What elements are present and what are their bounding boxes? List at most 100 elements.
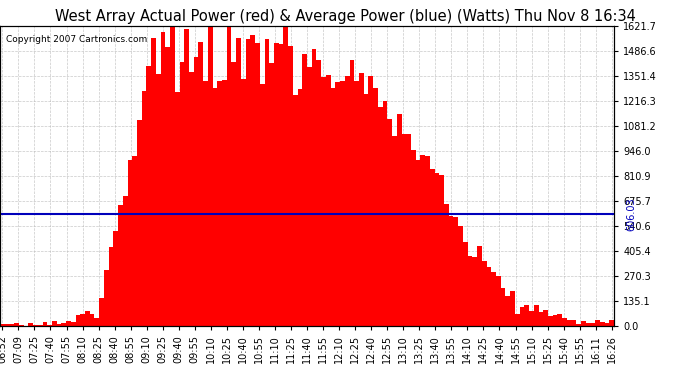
Bar [199, 42, 203, 326]
Bar [604, 323, 609, 326]
Text: West Array Actual Power (red) & Average Power (blue) (Watts) Thu Nov 8 16:34: West Array Actual Power (red) & Average … [55, 9, 635, 24]
Bar [66, 321, 71, 326]
Bar [255, 43, 260, 326]
Bar [128, 160, 132, 326]
Bar [104, 270, 108, 326]
Bar [123, 196, 128, 326]
Bar [415, 160, 420, 326]
Bar [553, 315, 558, 326]
Bar [458, 226, 463, 326]
Bar [264, 39, 269, 326]
Bar [194, 57, 199, 326]
Bar [515, 314, 520, 326]
Bar [368, 76, 373, 326]
Bar [430, 169, 435, 326]
Bar [359, 73, 364, 326]
Text: 606.03: 606.03 [627, 197, 636, 231]
Bar [260, 84, 264, 326]
Bar [543, 310, 548, 326]
Bar [14, 323, 19, 326]
Bar [0, 324, 5, 326]
Bar [534, 305, 538, 326]
Bar [33, 325, 38, 326]
Bar [108, 247, 113, 326]
Bar [317, 60, 322, 326]
Bar [250, 35, 255, 326]
Bar [501, 288, 506, 326]
Text: Copyright 2007 Cartronics.com: Copyright 2007 Cartronics.com [6, 35, 148, 44]
Bar [335, 82, 340, 326]
Bar [113, 231, 118, 326]
Bar [61, 323, 66, 326]
Bar [397, 114, 402, 326]
Bar [246, 39, 250, 326]
Bar [43, 322, 47, 326]
Bar [538, 312, 543, 326]
Bar [571, 320, 576, 326]
Bar [477, 246, 482, 326]
Bar [453, 217, 458, 326]
Bar [322, 77, 326, 326]
Bar [302, 54, 307, 326]
Bar [137, 120, 141, 326]
Bar [562, 318, 567, 326]
Bar [406, 134, 411, 326]
Bar [524, 305, 529, 326]
Bar [591, 322, 595, 326]
Bar [5, 324, 10, 326]
Bar [297, 89, 302, 326]
Bar [184, 28, 189, 326]
Bar [236, 38, 241, 326]
Bar [558, 314, 562, 326]
Bar [208, 23, 213, 326]
Bar [463, 242, 468, 326]
Bar [510, 291, 515, 326]
Bar [90, 314, 95, 326]
Bar [179, 62, 184, 326]
Bar [331, 88, 335, 326]
Bar [609, 320, 614, 326]
Bar [402, 134, 406, 326]
Bar [10, 324, 14, 326]
Bar [47, 325, 52, 326]
Bar [444, 204, 448, 326]
Bar [274, 43, 279, 326]
Bar [581, 321, 586, 326]
Bar [99, 298, 104, 326]
Bar [76, 315, 80, 326]
Bar [448, 216, 453, 326]
Bar [548, 316, 553, 326]
Bar [440, 175, 444, 326]
Bar [350, 60, 354, 326]
Bar [486, 267, 491, 326]
Bar [378, 107, 383, 326]
Bar [307, 67, 312, 326]
Bar [279, 44, 284, 326]
Bar [269, 63, 274, 326]
Bar [392, 136, 397, 326]
Bar [496, 276, 501, 326]
Bar [85, 311, 90, 326]
Bar [586, 323, 591, 326]
Bar [529, 311, 534, 326]
Bar [227, 23, 231, 326]
Bar [146, 66, 151, 326]
Bar [175, 92, 179, 326]
Bar [354, 81, 359, 326]
Bar [595, 320, 600, 326]
Bar [468, 256, 473, 326]
Bar [151, 39, 156, 326]
Bar [161, 32, 166, 326]
Bar [132, 156, 137, 326]
Bar [576, 324, 581, 326]
Bar [217, 81, 222, 326]
Bar [241, 79, 246, 326]
Bar [567, 320, 571, 326]
Bar [52, 321, 57, 326]
Bar [520, 307, 524, 326]
Bar [71, 322, 76, 326]
Bar [141, 91, 146, 326]
Bar [425, 156, 430, 326]
Bar [288, 46, 293, 326]
Bar [57, 324, 61, 326]
